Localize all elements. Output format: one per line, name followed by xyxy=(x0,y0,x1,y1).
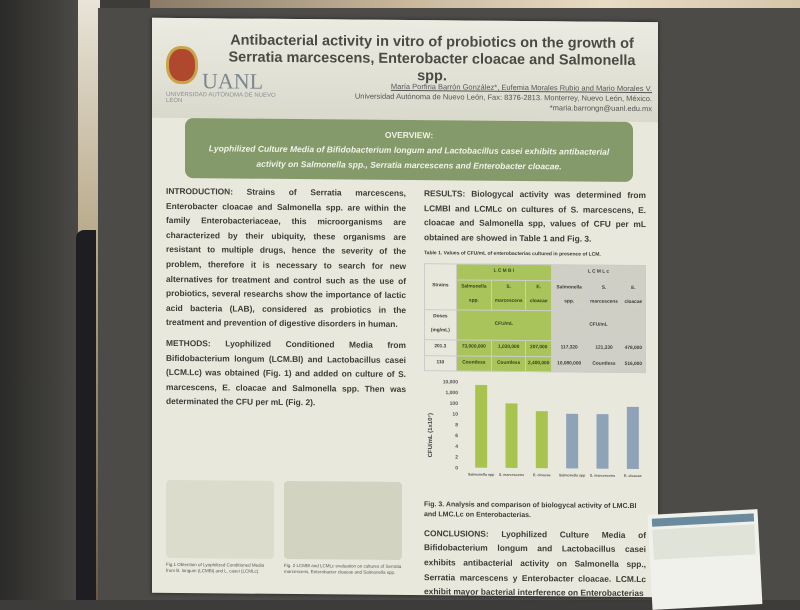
unit: CFU/mL xyxy=(551,310,646,342)
y-axis-label: CFU/mL (1x10⁷) xyxy=(428,413,434,457)
email: *maria.barrongn@uanl.edu.mx xyxy=(549,103,652,114)
cell: 117,320 xyxy=(551,340,587,357)
cell: 121,330 xyxy=(586,341,622,357)
poster-header: UANL UNIVERSIDAD AUTÓNOMA DE NUEVO LEÓN … xyxy=(152,17,658,123)
x-tick-label: S. marcescens xyxy=(499,473,524,477)
cell: 478,000 xyxy=(621,341,646,358)
y-tick-label: 8 xyxy=(455,423,458,429)
org: E. cloacae xyxy=(525,280,552,311)
table-row: 110 Countless Countless 2,400,000 10,080,000… xyxy=(424,355,646,373)
dose-header: Doses (mg/mL) xyxy=(424,309,457,340)
bar xyxy=(475,384,488,468)
cell: 207,000 xyxy=(525,340,552,357)
cell: Countless xyxy=(491,355,526,372)
handout-sheet xyxy=(647,509,763,610)
fig3-caption: Fig. 3. Analysis and comparison of biolo… xyxy=(424,500,637,519)
x-tick-label: Salmonella spp xyxy=(559,473,586,477)
org: E. cloacae xyxy=(621,280,646,312)
y-tick-label: 0 xyxy=(455,466,458,472)
figure-2-photos xyxy=(284,480,402,560)
cell: Countless xyxy=(456,355,492,372)
left-panel xyxy=(0,0,80,600)
dose: 201.3 xyxy=(424,339,457,356)
org: Salmonella spp. xyxy=(551,280,587,311)
authors-block: María Porfiria Barrón González*, Eufemia… xyxy=(312,81,652,114)
y-tick-label: 100 xyxy=(450,401,459,407)
handout-text-block xyxy=(652,524,756,560)
poster-title: Antibacterial activity in vitro of probi… xyxy=(228,32,636,85)
group-lcmlc: L C M L c xyxy=(551,264,646,282)
bar xyxy=(566,413,579,469)
right-column: RESULTS: Biologycal activity was determi… xyxy=(424,186,646,601)
bar xyxy=(505,403,518,469)
logo-subtext: UNIVERSIDAD AUTÓNOMA DE NUEVO LEÓN xyxy=(166,91,276,105)
dose: 110 xyxy=(424,355,457,372)
results: RESULTS: Biologycal activity was determi… xyxy=(424,188,646,244)
methods: METHODS: Lyophilized Conditioned Media f… xyxy=(166,337,406,408)
left-column: INTRODUCTION: Strains of Serratia marces… xyxy=(166,184,406,411)
cell: 516,000 xyxy=(621,356,646,373)
figures-1-2: Fig.1 Obtention of Lyophilized Condition… xyxy=(166,479,406,582)
y-tick-label: 10 xyxy=(452,412,458,418)
x-tick-label: S. marcescens xyxy=(590,474,615,478)
results-table: Strains L C M B l L C M L c Salmonella s… xyxy=(424,263,646,373)
bar xyxy=(535,411,548,469)
cell: 2,400,000 xyxy=(525,356,552,372)
bar xyxy=(596,414,609,469)
y-tick-label: 6 xyxy=(455,433,458,439)
y-tick-label: 1,000 xyxy=(445,390,458,396)
person-silhouette xyxy=(76,230,96,600)
y-tick-label: 2 xyxy=(455,455,458,461)
fig1-caption: Fig.1 Obtention of Lyophilized Condition… xyxy=(166,561,265,574)
unit: CFU/mL xyxy=(456,309,552,341)
fig2-caption: Fig. 2 LCMBl and LCMLc evaluation on cul… xyxy=(284,562,402,575)
cell: 73,000,000 xyxy=(456,339,492,356)
group-lcmbl: L C M B l xyxy=(456,263,552,281)
cell: Countless xyxy=(586,356,622,373)
y-tick-label: 4 xyxy=(455,444,458,450)
org: S. marcescens xyxy=(586,280,622,312)
org: Salmonella spp. xyxy=(456,279,492,311)
cell: 10,080,000 xyxy=(551,356,587,373)
strains-header: Strains xyxy=(424,263,457,310)
overview-text: Lyophilized Culture Media of Bifidobacte… xyxy=(208,143,610,172)
introduction: INTRODUCTION: Strains of Serratia marces… xyxy=(166,185,406,330)
conclusions: CONCLUSIONS: Lyophilized Culture Media o… xyxy=(424,527,646,599)
x-tick-label: Salmonella spp xyxy=(468,473,495,477)
bar xyxy=(626,406,639,470)
cell: 1,030,000 xyxy=(491,340,526,357)
university-seal-icon xyxy=(166,45,198,85)
x-tick-label: E. cloacae xyxy=(624,474,642,478)
org: S. marcescens xyxy=(491,279,526,311)
x-tick-label: E. cloacae xyxy=(533,473,551,477)
fig3-bar-chart: 10,000 1,000 100 10 8 6 4 2 0 CFU/mL (1x10⁷) Salmo… xyxy=(428,379,642,478)
figure-1-diagram xyxy=(166,479,274,559)
y-tick-label: 10,000 xyxy=(443,379,459,385)
poster: UANL UNIVERSIDAD AUTÓNOMA DE NUEVO LEÓN … xyxy=(152,17,658,598)
overview-box: OVERVIEW: Lyophilized Culture Media of B… xyxy=(185,118,633,182)
table-caption: Table 1. Values of CFU/mL of enterobacte… xyxy=(424,250,601,259)
